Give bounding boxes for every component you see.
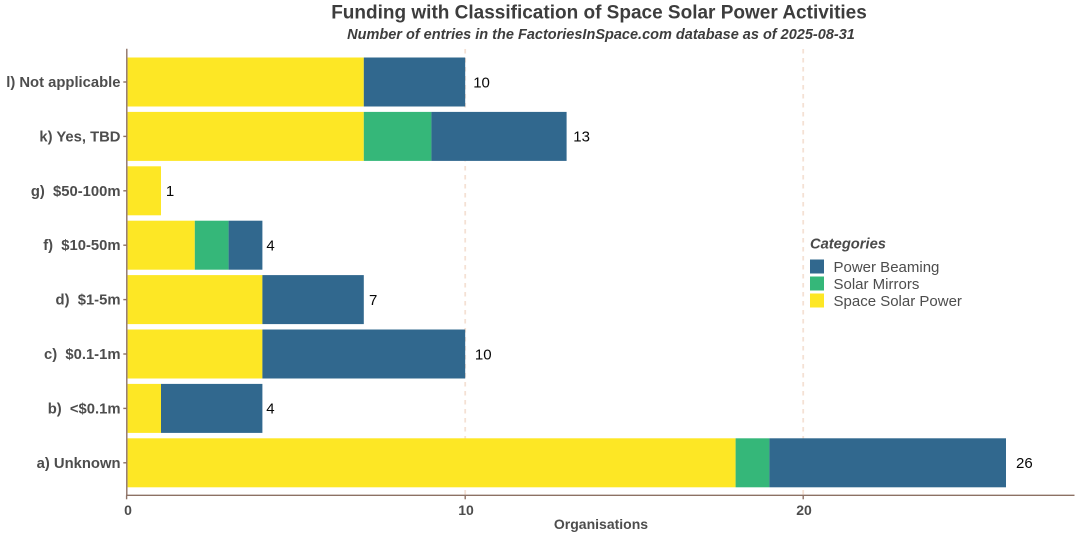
svg-text:10: 10: [473, 74, 490, 91]
svg-text:20: 20: [796, 502, 812, 518]
svg-text:7: 7: [369, 292, 377, 309]
svg-text:b) <$0.1m: b) <$0.1m: [48, 401, 121, 417]
svg-text:f) $10-50m: f) $10-50m: [43, 238, 120, 254]
svg-text:Funding with Classification of: Funding with Classification of Space Sol…: [331, 2, 867, 23]
svg-text:10: 10: [458, 502, 474, 518]
svg-text:d) $1-5m: d) $1-5m: [56, 293, 121, 309]
svg-text:Organisations: Organisations: [554, 516, 648, 532]
svg-text:10: 10: [475, 346, 492, 363]
svg-text:1: 1: [166, 183, 174, 200]
svg-text:0: 0: [124, 502, 132, 518]
svg-text:Number of entries in the Facto: Number of entries in the FactoriesInSpac…: [347, 27, 855, 43]
svg-text:Power Beaming: Power Beaming: [834, 259, 940, 276]
svg-text:4: 4: [266, 401, 274, 418]
svg-text:13: 13: [573, 129, 590, 146]
svg-text:Solar Mirrors: Solar Mirrors: [834, 276, 920, 293]
svg-text:a) Unknown: a) Unknown: [37, 456, 121, 472]
svg-text:g) $50-100m: g) $50-100m: [31, 184, 121, 200]
svg-text:4: 4: [266, 238, 274, 255]
svg-text:k) Yes, TBD: k) Yes, TBD: [39, 129, 120, 145]
svg-text:26: 26: [1016, 455, 1033, 472]
svg-text:Space Solar Power: Space Solar Power: [834, 293, 962, 310]
svg-text:Categories: Categories: [810, 237, 886, 253]
svg-text:l) Not applicable: l) Not applicable: [6, 75, 120, 91]
svg-text:c) $0.1-1m: c) $0.1-1m: [44, 347, 121, 363]
